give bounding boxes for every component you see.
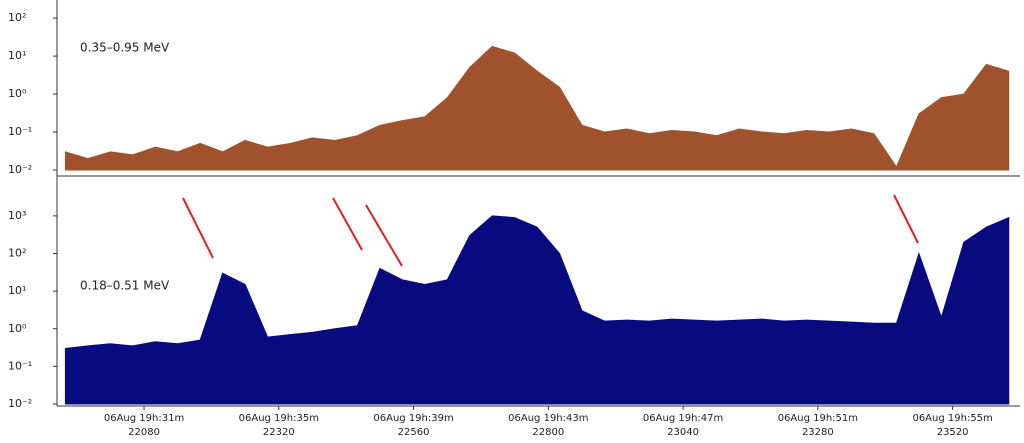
y-tick-label: 10¹ xyxy=(8,49,26,62)
x-tick-label: 22560 xyxy=(398,427,430,438)
area xyxy=(64,215,1010,405)
y-tick-label: 10⁰ xyxy=(8,87,27,100)
panel-label: 0.18–0.51 MeV xyxy=(80,279,170,293)
x-tick-time: 06Aug 19h:35m xyxy=(239,413,319,424)
x-tick-label: 22080 xyxy=(128,427,160,438)
x-tick-label: 23280 xyxy=(802,427,834,438)
x-tick-time: 06Aug 19h:55m xyxy=(912,413,992,424)
x-tick-label: 22800 xyxy=(532,427,564,438)
y-tick-label: 10⁰ xyxy=(8,322,27,335)
y-tick-label: 10⁻² xyxy=(8,163,32,176)
area xyxy=(64,45,1010,171)
x-tick-time: 06Aug 19h:47m xyxy=(643,413,723,424)
pointer xyxy=(365,204,403,267)
annotations xyxy=(182,194,919,267)
x-tick-time: 06Aug 19h:43m xyxy=(508,413,588,424)
x-tick-time: 06Aug 19h:39m xyxy=(373,413,453,424)
y-tick-label: 10⁻² xyxy=(8,397,32,410)
pointer xyxy=(893,194,919,244)
pointer xyxy=(332,197,363,251)
x-tick-label: 23520 xyxy=(937,427,969,438)
x-tick-time: 06Aug 19h:31m xyxy=(104,413,184,424)
x-tick-label: 23040 xyxy=(667,427,699,438)
y-tick-label: 10² xyxy=(8,247,26,260)
y-tick-label: 10² xyxy=(8,11,26,24)
x-tick-label: 22320 xyxy=(263,427,295,438)
x-tick-time: 06Aug 19h:51m xyxy=(778,413,858,424)
y-tick-label: 10⁻¹ xyxy=(8,359,32,372)
pointer xyxy=(182,197,214,259)
y-tick-label: 10¹ xyxy=(8,284,26,297)
y-tick-label: 10³ xyxy=(8,209,26,222)
y-tick-label: 10⁻¹ xyxy=(8,125,32,138)
panel-label: 0.35–0.95 MeV xyxy=(80,41,170,55)
